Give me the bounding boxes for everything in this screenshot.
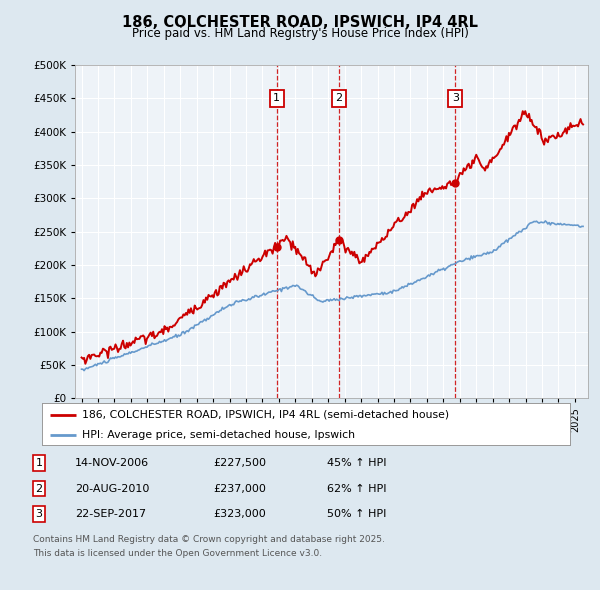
Text: 3: 3: [452, 93, 459, 103]
Text: £237,000: £237,000: [213, 484, 266, 493]
Text: 186, COLCHESTER ROAD, IPSWICH, IP4 4RL: 186, COLCHESTER ROAD, IPSWICH, IP4 4RL: [122, 15, 478, 30]
Text: £227,500: £227,500: [213, 458, 266, 468]
Text: 1: 1: [35, 458, 43, 468]
Text: 3: 3: [35, 509, 43, 519]
Text: £323,000: £323,000: [213, 509, 266, 519]
Text: Price paid vs. HM Land Registry's House Price Index (HPI): Price paid vs. HM Land Registry's House …: [131, 27, 469, 40]
Text: 186, COLCHESTER ROAD, IPSWICH, IP4 4RL (semi-detached house): 186, COLCHESTER ROAD, IPSWICH, IP4 4RL (…: [82, 410, 449, 420]
Text: Contains HM Land Registry data © Crown copyright and database right 2025.: Contains HM Land Registry data © Crown c…: [33, 535, 385, 544]
Text: 50% ↑ HPI: 50% ↑ HPI: [327, 509, 386, 519]
Text: This data is licensed under the Open Government Licence v3.0.: This data is licensed under the Open Gov…: [33, 549, 322, 558]
Text: 45% ↑ HPI: 45% ↑ HPI: [327, 458, 386, 468]
Text: HPI: Average price, semi-detached house, Ipswich: HPI: Average price, semi-detached house,…: [82, 430, 355, 440]
Text: 1: 1: [273, 93, 280, 103]
Text: 2: 2: [335, 93, 342, 103]
Text: 2: 2: [35, 484, 43, 493]
Text: 14-NOV-2006: 14-NOV-2006: [75, 458, 149, 468]
Text: 22-SEP-2017: 22-SEP-2017: [75, 509, 146, 519]
Text: 20-AUG-2010: 20-AUG-2010: [75, 484, 149, 493]
Text: 62% ↑ HPI: 62% ↑ HPI: [327, 484, 386, 493]
